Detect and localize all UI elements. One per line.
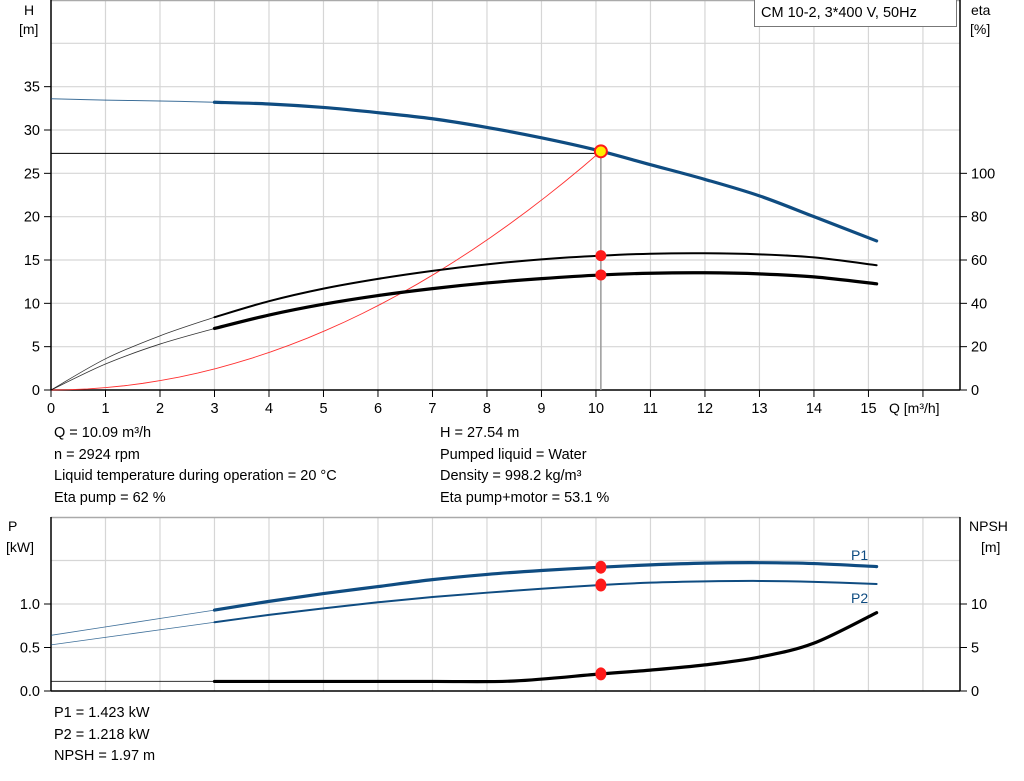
- y-tick-label-right: 60: [971, 253, 987, 269]
- x-tick-label: 11: [643, 401, 658, 417]
- head-curve: [212, 100, 879, 243]
- npsh-duty-marker: [595, 667, 607, 681]
- y-tick-label-right: 0: [971, 684, 979, 700]
- y-tick-label-right: 20: [971, 340, 987, 356]
- eta-pump-curve: [213, 252, 878, 319]
- info-speed: n = 2924 rpm: [54, 446, 140, 463]
- y-tick-label-left: 35: [24, 80, 40, 96]
- y-tick-label-right: 0: [971, 383, 979, 399]
- x-tick-label: 0: [47, 401, 55, 417]
- y-tick-label-left: 15: [24, 253, 40, 269]
- x-tick-label: 3: [210, 401, 218, 417]
- system-curve: [50, 150, 602, 391]
- info-right: H = 27.54 m Pumped liquid = Water Densit…: [440, 423, 609, 509]
- y-tick-label-left: 0.5: [20, 641, 40, 657]
- npsh-axis-unit: [m]: [981, 539, 1001, 555]
- y-tick-label-right: 80: [971, 210, 987, 226]
- eta-pump-motor-curve: [212, 271, 879, 331]
- y-tick-label-right: 100: [971, 166, 995, 182]
- p1-duty-marker: [595, 560, 607, 574]
- y-tick-label-right: 40: [971, 296, 987, 312]
- y-tick-label-left: 30: [24, 123, 40, 139]
- y-tick-label-left: 20: [24, 210, 40, 226]
- info-left: Q = 10.09 m³/h n = 2924 rpm Liquid tempe…: [54, 423, 337, 509]
- info-p1: P1 = 1.423 kW: [54, 705, 150, 721]
- info-liquid: Pumped liquid = Water: [440, 446, 587, 463]
- x-tick-label: 12: [697, 401, 713, 417]
- info-flow: Q = 10.09 m³/h: [54, 425, 152, 441]
- x-tick-label: 10: [588, 401, 604, 417]
- head-extension: [50, 98, 215, 103]
- p2-extension: [50, 621, 215, 646]
- info-eta-pump-motor: Eta pump+motor = 53.1 %: [440, 489, 610, 506]
- p2-duty-marker: [595, 578, 607, 592]
- eta-pump-motor-extension: [50, 328, 215, 391]
- info-npsh: NPSH = 1.97 m: [54, 748, 156, 764]
- eta-pump-extension: [50, 316, 215, 391]
- x-tick-label: 6: [374, 401, 382, 417]
- pump-title-box: CM 10-2, 3*400 V, 50Hz: [754, 0, 957, 27]
- eta-axis-unit: [%]: [970, 21, 991, 37]
- y-tick-label-left: 0: [32, 383, 40, 399]
- x-tick-label: 13: [751, 401, 767, 417]
- y-tick-label-left: 5: [32, 340, 40, 356]
- info-eta-pump: Eta pump = 62 %: [54, 489, 166, 506]
- h-axis-label: H: [24, 2, 35, 18]
- p1-series-label: P1: [851, 547, 869, 563]
- p1-extension: [50, 609, 215, 636]
- h-axis-unit: [m]: [19, 21, 39, 37]
- npsh-axis-label: NPSH: [969, 518, 1008, 534]
- x-tick-label: 2: [156, 401, 164, 417]
- eta-pump-motor-duty-marker: [595, 269, 607, 281]
- y-tick-label-left: 25: [24, 166, 40, 182]
- info-p2: P2 = 1.218 kW: [54, 726, 150, 743]
- x-tick-label: 7: [428, 401, 436, 417]
- x-tick-label: 15: [860, 401, 876, 417]
- x-tick-label: 4: [265, 401, 273, 417]
- p2-curve: [213, 579, 878, 624]
- x-tick-label: 9: [537, 401, 545, 417]
- duty-point-marker: [593, 144, 608, 159]
- p1-curve: [212, 561, 879, 612]
- p-axis-label: P: [8, 518, 18, 534]
- x-tick-label: 8: [483, 401, 491, 417]
- y-tick-label-left: 0.0: [20, 684, 40, 700]
- p2-series-label: P2: [851, 590, 869, 606]
- q-axis-label: Q [m³/h]: [889, 400, 940, 416]
- y-tick-label-right: 5: [971, 641, 979, 657]
- y-tick-label-left: 1.0: [20, 597, 40, 613]
- p-axis-unit: [kW]: [6, 539, 34, 555]
- x-tick-label: 1: [101, 401, 109, 417]
- info-bottom: P1 = 1.423 kW P2 = 1.218 kW NPSH = 1.97 …: [54, 703, 155, 768]
- info-head: H = 27.54 m: [440, 425, 520, 441]
- y-tick-label-left: 10: [24, 296, 40, 312]
- eta-axis-label: eta: [971, 2, 991, 18]
- x-tick-label: 5: [319, 401, 327, 417]
- y-tick-label-right: 10: [971, 597, 987, 613]
- x-tick-label: 14: [806, 401, 822, 417]
- info-density: Density = 998.2 kg/m³: [440, 468, 582, 484]
- eta-pump-duty-marker: [595, 250, 607, 262]
- info-temperature: Liquid temperature during operation = 20…: [54, 468, 337, 484]
